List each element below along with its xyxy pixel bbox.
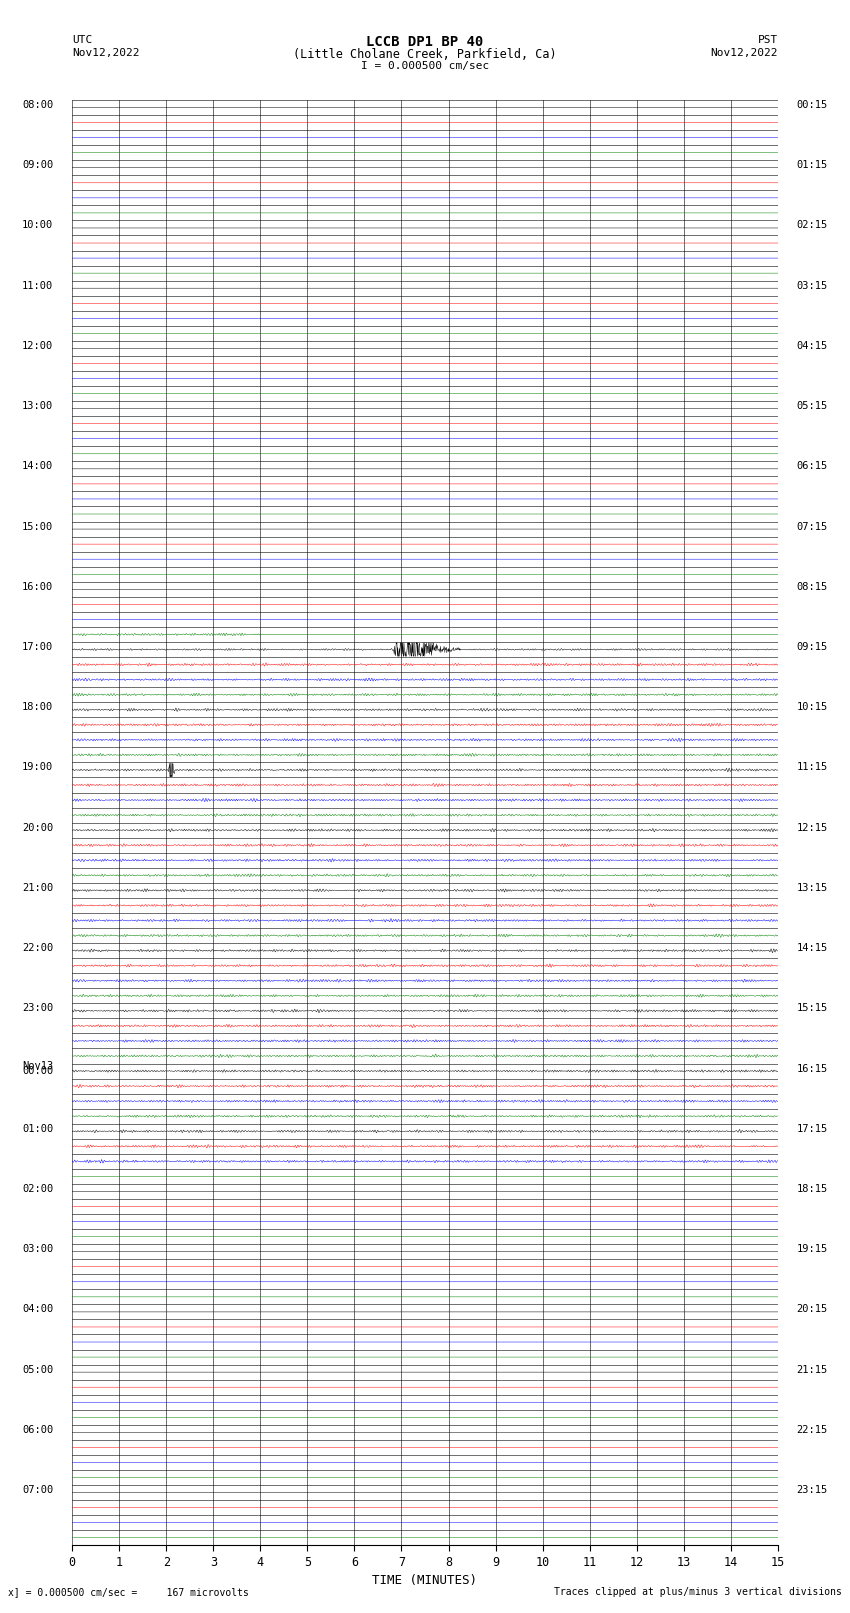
Text: 02:00: 02:00 [22, 1184, 54, 1194]
Text: x] = 0.000500 cm/sec =     167 microvolts: x] = 0.000500 cm/sec = 167 microvolts [8, 1587, 249, 1597]
Text: 04:00: 04:00 [22, 1305, 54, 1315]
Text: 17:00: 17:00 [22, 642, 54, 652]
Text: 01:15: 01:15 [796, 160, 828, 171]
Text: 11:15: 11:15 [796, 763, 828, 773]
Text: 05:15: 05:15 [796, 402, 828, 411]
Text: 19:15: 19:15 [796, 1244, 828, 1255]
Text: 15:00: 15:00 [22, 521, 54, 532]
Text: UTC: UTC [72, 35, 93, 45]
Text: 07:15: 07:15 [796, 521, 828, 532]
Text: 03:15: 03:15 [796, 281, 828, 290]
Text: 05:00: 05:00 [22, 1365, 54, 1374]
Text: 12:00: 12:00 [22, 340, 54, 352]
Text: 02:15: 02:15 [796, 221, 828, 231]
Text: 13:15: 13:15 [796, 882, 828, 894]
Text: 08:15: 08:15 [796, 582, 828, 592]
Text: Nov13: Nov13 [22, 1061, 54, 1071]
Text: 08:00: 08:00 [22, 100, 54, 110]
Text: 09:00: 09:00 [22, 160, 54, 171]
Text: 23:15: 23:15 [796, 1486, 828, 1495]
Text: 19:00: 19:00 [22, 763, 54, 773]
Text: I = 0.000500 cm/sec: I = 0.000500 cm/sec [361, 61, 489, 71]
Text: 09:15: 09:15 [796, 642, 828, 652]
Text: 21:00: 21:00 [22, 882, 54, 894]
Text: 04:15: 04:15 [796, 340, 828, 352]
Text: 06:15: 06:15 [796, 461, 828, 471]
Text: 01:00: 01:00 [22, 1124, 54, 1134]
Text: PST: PST [757, 35, 778, 45]
Text: 03:00: 03:00 [22, 1244, 54, 1255]
Text: 18:15: 18:15 [796, 1184, 828, 1194]
Text: 10:00: 10:00 [22, 221, 54, 231]
Text: 14:15: 14:15 [796, 944, 828, 953]
Text: 18:00: 18:00 [22, 702, 54, 713]
Text: Nov12,2022: Nov12,2022 [711, 48, 778, 58]
Text: (Little Cholane Creek, Parkfield, Ca): (Little Cholane Creek, Parkfield, Ca) [293, 48, 557, 61]
Text: 20:00: 20:00 [22, 823, 54, 832]
Text: Nov12,2022: Nov12,2022 [72, 48, 139, 58]
Text: 06:00: 06:00 [22, 1424, 54, 1436]
Text: 20:15: 20:15 [796, 1305, 828, 1315]
Text: 07:00: 07:00 [22, 1486, 54, 1495]
Text: 13:00: 13:00 [22, 402, 54, 411]
Text: 16:00: 16:00 [22, 582, 54, 592]
Text: 22:15: 22:15 [796, 1424, 828, 1436]
Text: 00:00: 00:00 [22, 1066, 54, 1076]
Text: Traces clipped at plus/minus 3 vertical divisions: Traces clipped at plus/minus 3 vertical … [553, 1587, 842, 1597]
Text: 16:15: 16:15 [796, 1063, 828, 1074]
Text: 23:00: 23:00 [22, 1003, 54, 1013]
Text: 10:15: 10:15 [796, 702, 828, 713]
Text: 21:15: 21:15 [796, 1365, 828, 1374]
Text: 11:00: 11:00 [22, 281, 54, 290]
Text: 17:15: 17:15 [796, 1124, 828, 1134]
Text: 00:15: 00:15 [796, 100, 828, 110]
Text: 12:15: 12:15 [796, 823, 828, 832]
Text: 22:00: 22:00 [22, 944, 54, 953]
Text: LCCB DP1 BP 40: LCCB DP1 BP 40 [366, 35, 484, 48]
Text: 15:15: 15:15 [796, 1003, 828, 1013]
Text: 14:00: 14:00 [22, 461, 54, 471]
X-axis label: TIME (MINUTES): TIME (MINUTES) [372, 1574, 478, 1587]
